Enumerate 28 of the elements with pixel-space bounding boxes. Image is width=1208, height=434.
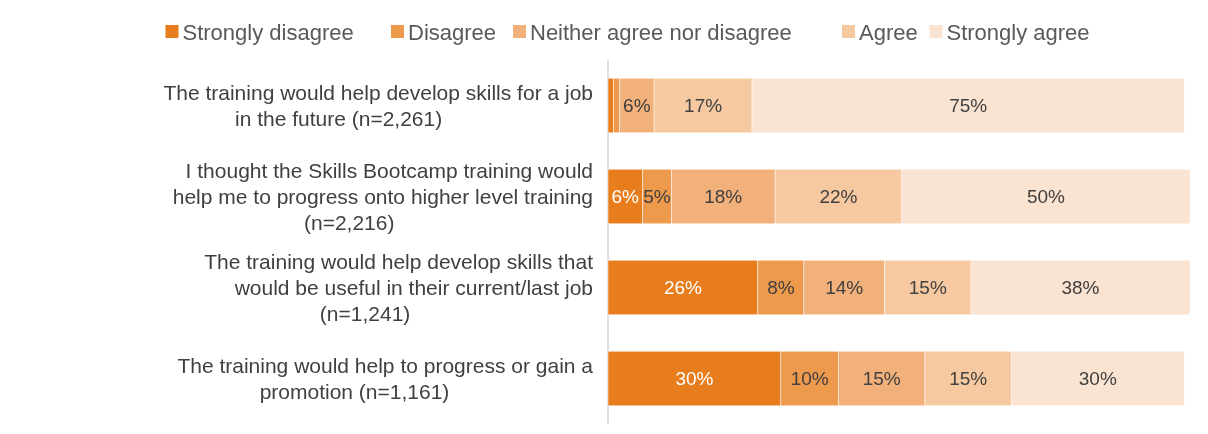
- bar: [607, 77, 615, 134]
- legend-label: Disagree: [408, 19, 497, 45]
- y-tick-label: I thought the Skills Bootcamp training would help me to progress onto higher level training (n=2,216): [172, 158, 593, 234]
- data-label: 18%: [704, 186, 743, 208]
- legend-label: Strongly agree: [946, 19, 1090, 45]
- data-label: 22%: [819, 186, 858, 208]
- data-label: 30%: [1078, 368, 1117, 390]
- data-label: 5%: [643, 186, 671, 208]
- data-label: 6%: [623, 95, 651, 117]
- y-tick-label: The training would help develop skills that would be useful in their current/last job (n=1,241): [204, 249, 594, 325]
- legend-label: Strongly disagree: [182, 19, 354, 45]
- data-label: 15%: [862, 368, 901, 390]
- data-label: 15%: [949, 368, 988, 390]
- data-label: 50%: [1026, 186, 1066, 208]
- data-label: 26%: [663, 277, 703, 299]
- y-tick-label: The training would help to progress or gain a promotion (n=1,161): [177, 353, 594, 403]
- data-label: 75%: [949, 95, 988, 117]
- data-label: 17%: [684, 95, 723, 117]
- legend-label: Neither agree nor disagree: [530, 19, 792, 45]
- data-label: 14%: [825, 277, 864, 299]
- legend-label: Agree: [859, 19, 918, 45]
- data-label: 30%: [675, 368, 714, 390]
- data-label: 6%: [611, 186, 640, 208]
- data-label: 10%: [790, 368, 829, 390]
- y-tick-label: The training would help develop skills for a job in the future (n=2,261): [163, 80, 593, 130]
- data-label: 15%: [908, 277, 947, 299]
- data-label: 38%: [1061, 277, 1100, 299]
- data-label: 8%: [767, 277, 795, 299]
